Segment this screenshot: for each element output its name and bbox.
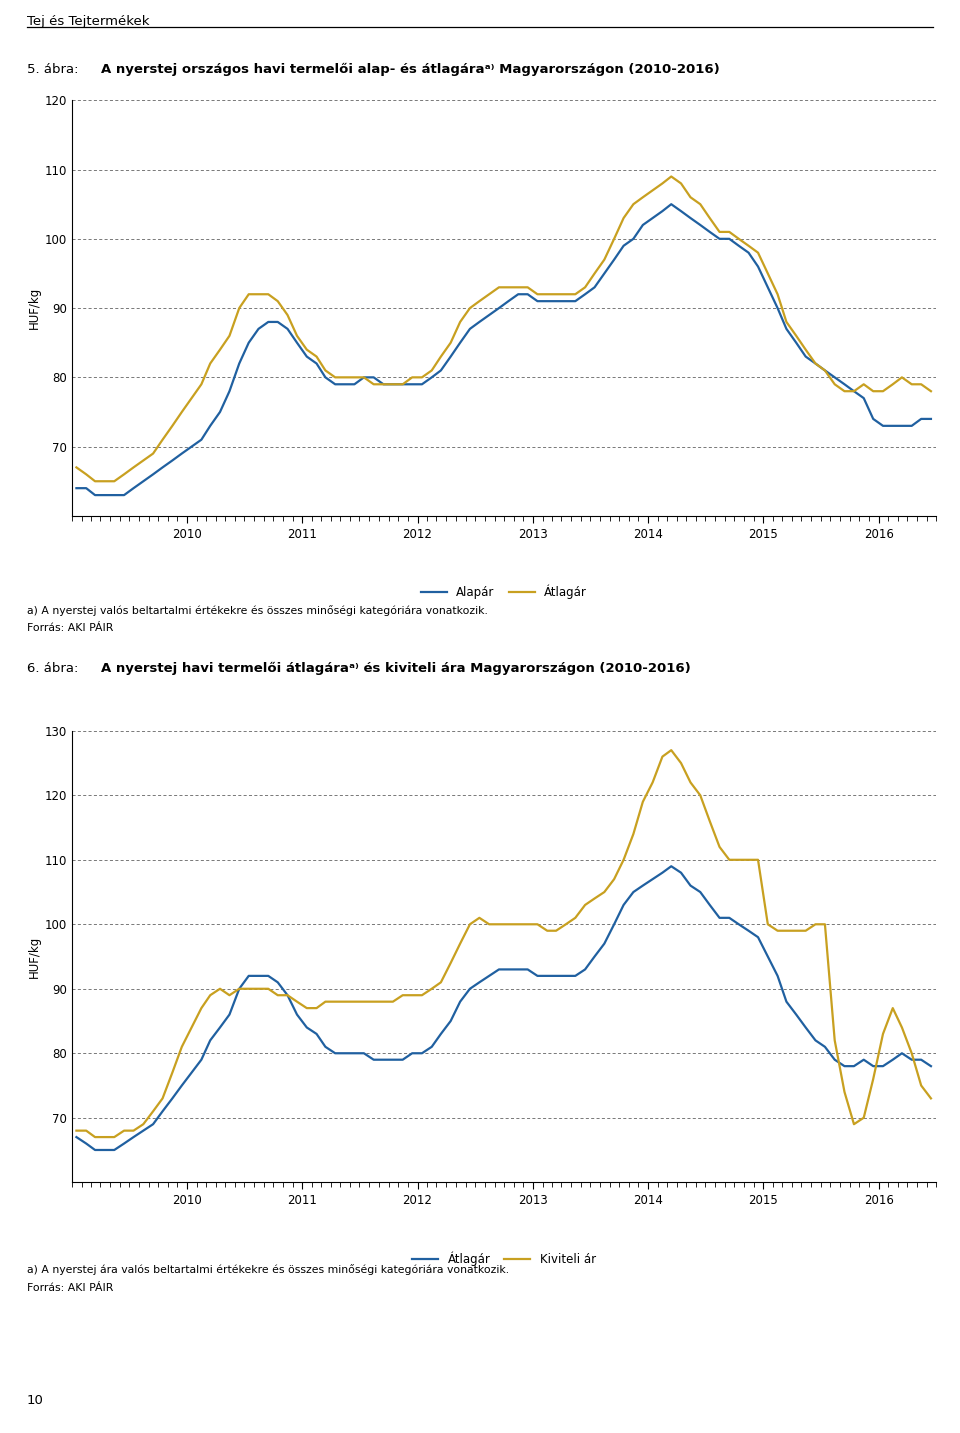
Text: a) A nyerstej valós beltartalmi értékekre és összes minőségi kategóriára vonatko: a) A nyerstej valós beltartalmi értékekr… [27, 605, 488, 616]
Text: 6. ábra:: 6. ábra: [27, 662, 79, 675]
Text: A nyerstej havi termelői átlagáraᵃ⁾ és kiviteli ára Magyarországon (2010-2016): A nyerstej havi termelői átlagáraᵃ⁾ és k… [101, 662, 690, 675]
Legend: Alapár, Átlagár: Alapár, Átlagár [416, 580, 592, 603]
Y-axis label: HUF/kg: HUF/kg [28, 287, 40, 330]
Text: 10: 10 [27, 1394, 44, 1407]
Text: 5. ábra:: 5. ábra: [27, 63, 79, 76]
Text: A nyerstej országos havi termelői alap- és átlagáraᵃ⁾ Magyarországon (2010-2016): A nyerstej országos havi termelői alap- … [101, 63, 720, 76]
Text: a) A nyerstej ára valós beltartalmi értékekre és összes minőségi kategóriára von: a) A nyerstej ára valós beltartalmi érté… [27, 1264, 509, 1275]
Text: Forrás: AKI PÁIR: Forrás: AKI PÁIR [27, 623, 113, 633]
Text: Tej és Tejtermékek: Tej és Tejtermékek [27, 16, 150, 29]
Legend: Átlagár, Kiviteli ár: Átlagár, Kiviteli ár [407, 1247, 601, 1271]
Text: Forrás: AKI PÁIR: Forrás: AKI PÁIR [27, 1283, 113, 1293]
Y-axis label: HUF/kg: HUF/kg [28, 936, 40, 977]
